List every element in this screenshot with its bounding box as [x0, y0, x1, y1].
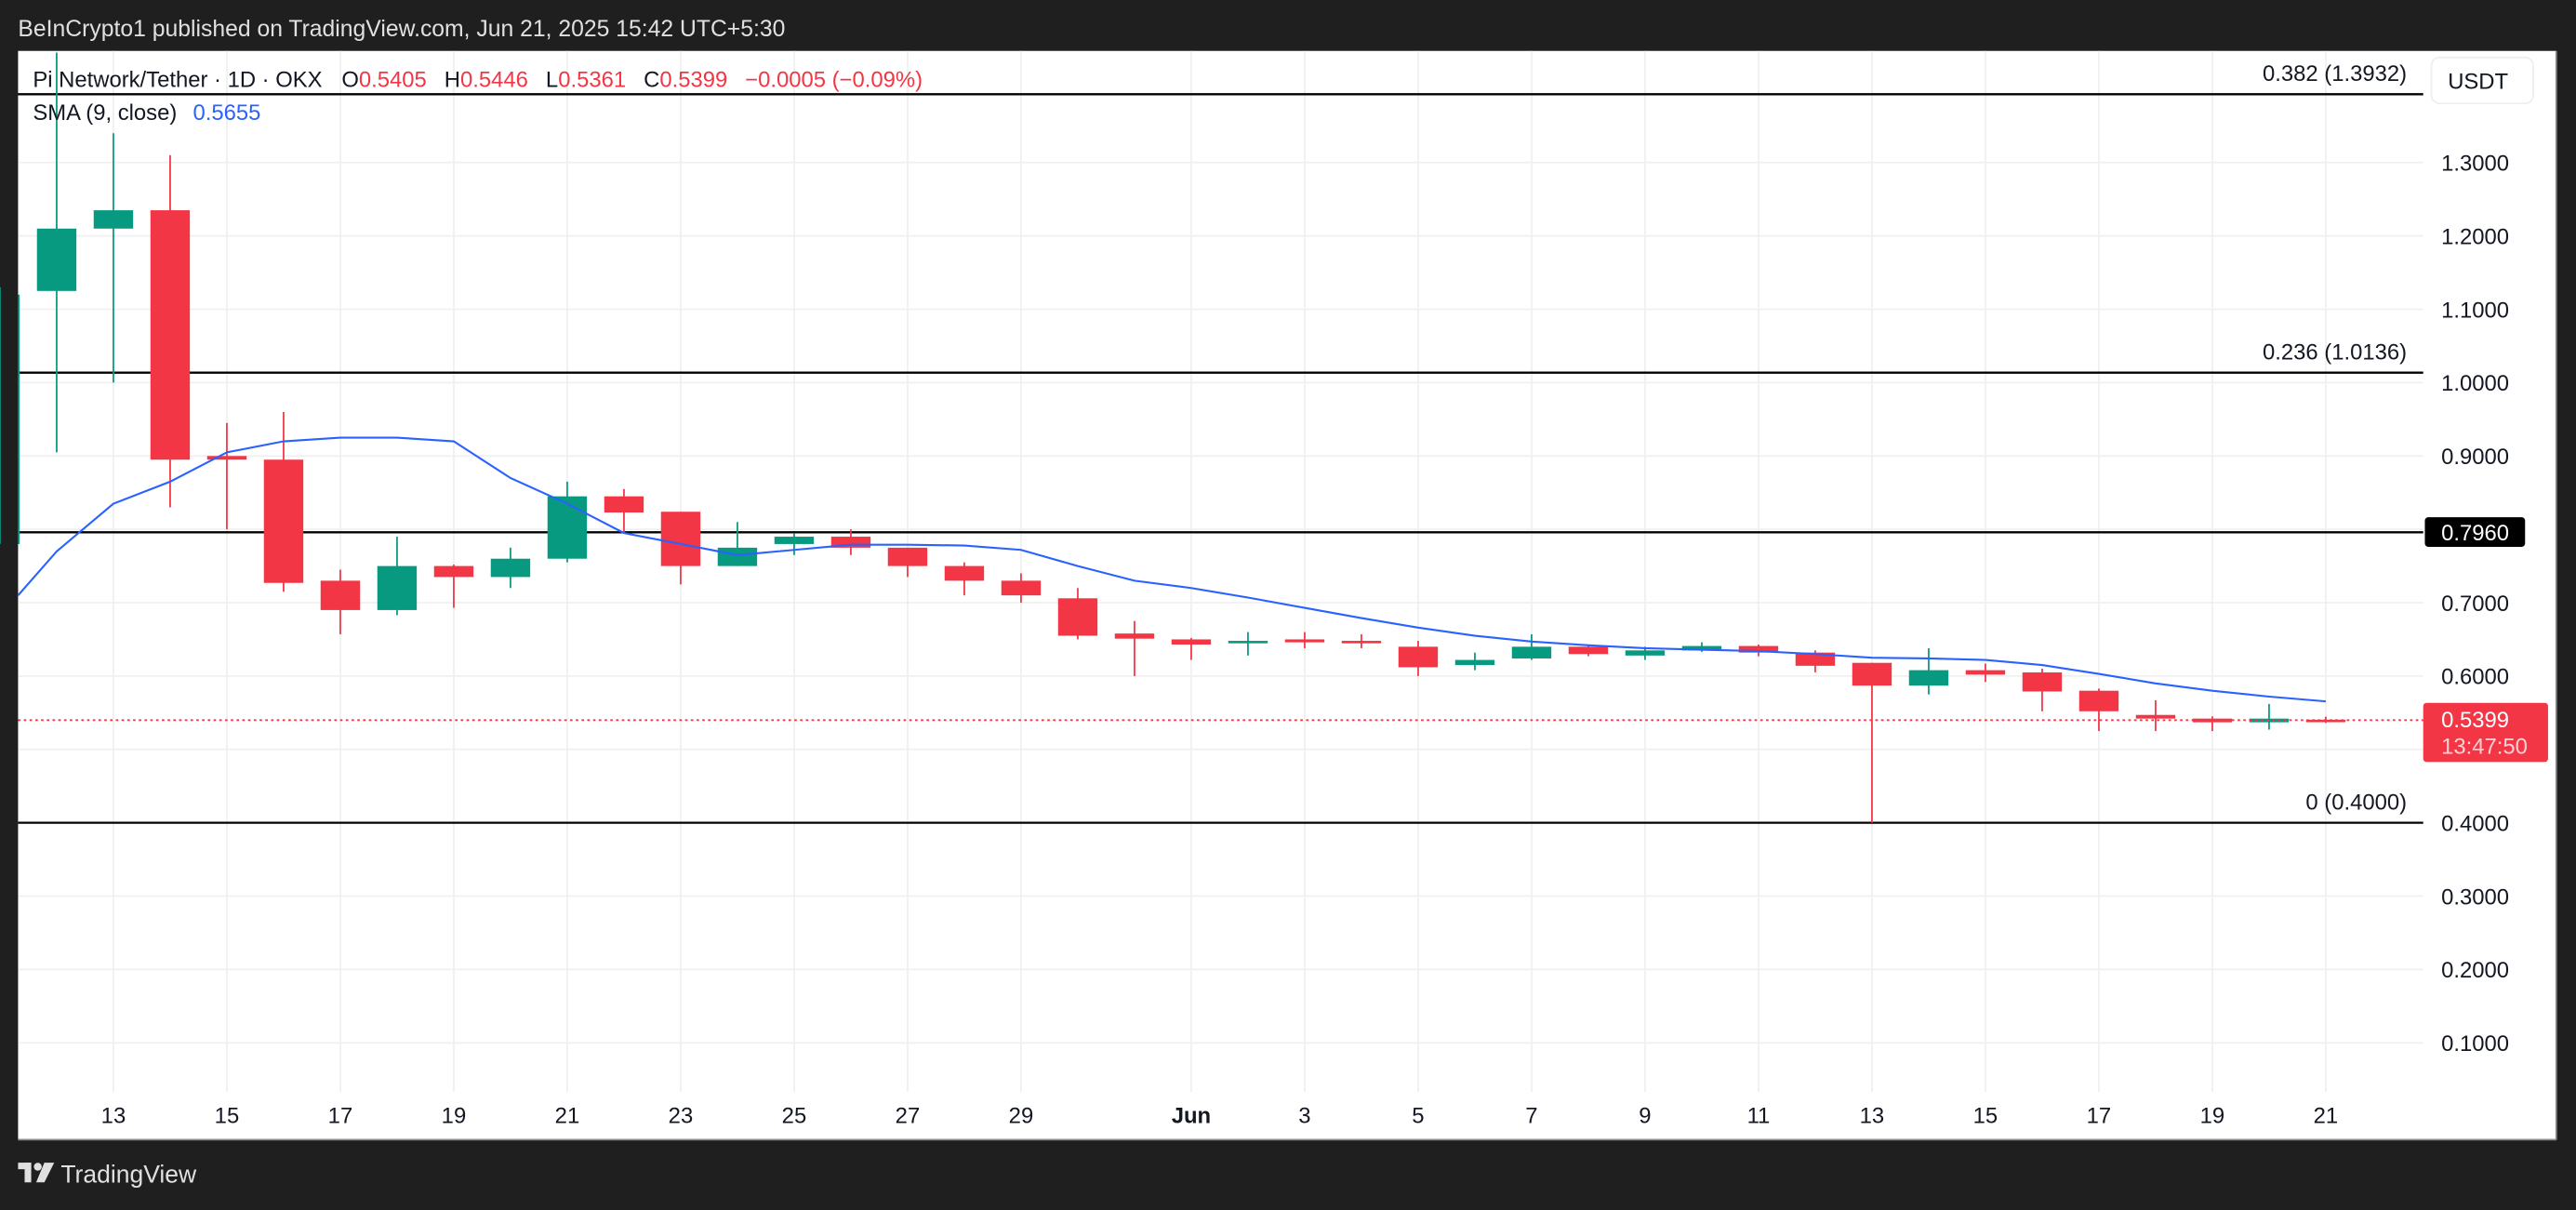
time-tick: 23	[669, 1104, 694, 1129]
price-tick: 0.6000	[2441, 665, 2509, 690]
candlestick-series	[0, 52, 2346, 823]
time-tick: 15	[1973, 1104, 1998, 1129]
time-tick: 17	[328, 1104, 353, 1129]
time-tick: 3	[1298, 1104, 1310, 1129]
sma-label[interactable]: SMA (9, close)	[33, 100, 177, 126]
time-axis[interactable]: 13 15 17 19 21 23 25 27 29 Jun 3 5 7 9 11 13 15 17 19 21	[101, 1104, 2339, 1129]
price-tick: 0.2000	[2441, 958, 2509, 983]
time-tick: 9	[1639, 1104, 1651, 1129]
tradingview-brand[interactable]: TradingView	[18, 1160, 197, 1188]
price-tick: 0.1000	[2441, 1031, 2509, 1057]
time-tick: 29	[1009, 1104, 1034, 1129]
bar-countdown: 13:47:50	[2441, 734, 2528, 759]
fib-level-label: 0 (0.4000)	[2305, 791, 2407, 816]
legend: Pi Network/Tether · 1D · OKX O0.5405 H0.…	[33, 68, 923, 126]
candle	[1171, 637, 1212, 660]
level-price-tag: 0.7960	[2424, 517, 2526, 547]
candle	[660, 512, 701, 585]
svg-text:0.7960: 0.7960	[2441, 521, 2509, 546]
sma-value: 0.5655	[193, 100, 261, 126]
candle	[2022, 669, 2063, 711]
time-tick: 21	[555, 1104, 580, 1129]
price-tick: 0.3000	[2441, 884, 2509, 910]
price-axis[interactable]: 1.3000 1.2000 1.1000 1.0000 0.9000 0.7000 0.60…	[2441, 152, 2509, 1057]
svg-text:SMA (9, close) 0.5655: SMA (9, close) 0.5655	[33, 100, 260, 126]
candle	[2135, 699, 2176, 732]
time-tick: 19	[442, 1104, 467, 1129]
candle	[1568, 645, 1609, 657]
candle	[150, 154, 191, 508]
time-tick: Jun	[1172, 1104, 1211, 1129]
candle	[1454, 652, 1495, 671]
svg-text:USDT: USDT	[2448, 69, 2508, 94]
fib-level-label: 0.382 (1.3932)	[2263, 61, 2407, 86]
candle	[2249, 703, 2290, 730]
time-tick: 15	[215, 1104, 240, 1129]
time-tick: 11	[1747, 1104, 1771, 1129]
candle	[36, 52, 77, 453]
svg-text:0.5399: 0.5399	[2441, 708, 2509, 733]
candle	[433, 565, 474, 608]
currency-button[interactable]: USDT	[2430, 56, 2534, 105]
candle	[1114, 620, 1155, 676]
time-tick: 17	[2087, 1104, 2112, 1129]
tradingview-logo-icon	[18, 1163, 55, 1183]
sma-line	[17, 436, 2327, 703]
candle	[604, 488, 644, 534]
candle	[830, 529, 871, 555]
price-tick: 0.4000	[2441, 811, 2509, 836]
candle	[263, 411, 304, 592]
price-tick: 1.0000	[2441, 371, 2509, 396]
candle	[1511, 633, 1552, 660]
price-tick: 1.2000	[2441, 225, 2509, 250]
candle	[1057, 588, 1098, 640]
candle	[1284, 632, 1325, 648]
time-tick: 13	[101, 1104, 126, 1129]
price-tick: 1.3000	[2441, 152, 2509, 177]
candle	[320, 569, 361, 634]
chart-panel	[18, 50, 2556, 1140]
time-tick: 27	[896, 1104, 921, 1129]
candle	[547, 481, 588, 563]
candle	[887, 547, 928, 578]
candle	[1852, 662, 1892, 823]
time-tick: 7	[1525, 1104, 1537, 1129]
candle	[377, 537, 418, 616]
candle	[2078, 688, 2119, 732]
candle	[93, 133, 134, 383]
symbol-title[interactable]: Pi Network/Tether · 1D · OKX	[33, 68, 322, 93]
tradingview-wordmark: TradingView	[60, 1160, 197, 1188]
svg-text:Pi Network/Tether · 1D · OKX: Pi Network/Tether · 1D · OKX O0.5405 H0.…	[33, 68, 923, 93]
candle	[1228, 632, 1268, 656]
candle	[0, 286, 20, 544]
candle	[1001, 573, 1042, 604]
fib-level-label: 0.236 (1.0136)	[2263, 340, 2407, 366]
price-tick: 0.9000	[2441, 445, 2509, 470]
published-by-text: BeInCrypto1 published on TradingView.com…	[18, 17, 785, 42]
candle	[206, 422, 247, 530]
time-tick: 5	[1412, 1104, 1424, 1129]
price-tick: 1.1000	[2441, 298, 2509, 323]
time-tick: 19	[2200, 1104, 2225, 1129]
current-price-tag: 0.5399 13:47:50	[2423, 702, 2548, 763]
candle	[490, 547, 531, 589]
candle	[1908, 647, 1949, 695]
time-tick: 13	[1860, 1104, 1885, 1129]
candle	[2192, 716, 2233, 732]
price-tick: 0.7000	[2441, 592, 2509, 617]
time-tick: 25	[782, 1104, 807, 1129]
time-tick: 21	[2314, 1104, 2339, 1129]
fib-levels: 0.382 (1.3932) 0.236 (1.0136) 0 (0.4000)	[18, 61, 2423, 824]
candle	[1398, 641, 1439, 676]
candle	[1965, 663, 2006, 683]
candle	[774, 533, 815, 555]
candle	[1341, 633, 1382, 648]
candle	[944, 562, 985, 596]
